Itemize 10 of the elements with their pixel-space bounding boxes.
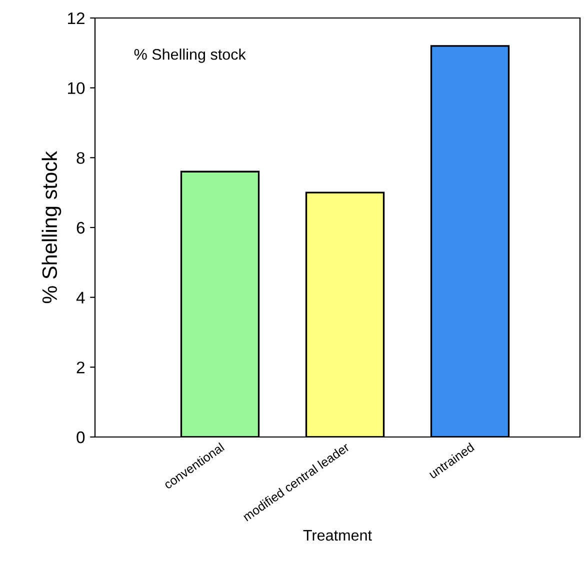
y-tick-label: 10 <box>68 82 85 94</box>
y-tick-label: 6 <box>76 222 85 234</box>
y-tick-label: 2 <box>76 362 84 374</box>
x-axis-title: Treatment <box>303 530 372 541</box>
y-tick-label: 8 <box>76 152 85 164</box>
y-axis-title: % Shelling stock <box>42 151 62 304</box>
annotation: % Shelling stock <box>134 48 246 63</box>
y-tick-label: 0 <box>76 431 85 444</box>
y-tick-label: 4 <box>76 292 85 304</box>
y-tick-label: 12 <box>68 12 84 24</box>
